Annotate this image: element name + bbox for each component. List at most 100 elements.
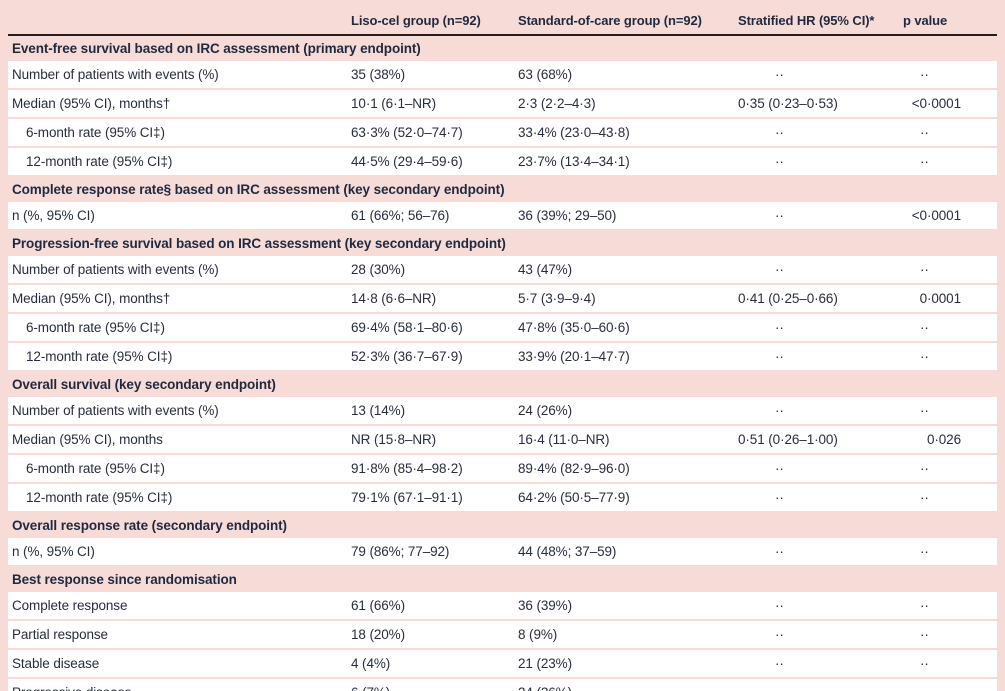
soc-cell: 21 (23%) — [515, 650, 735, 679]
row-label: Partial response — [8, 621, 348, 650]
hr-cell: ·· — [735, 314, 900, 343]
soc-cell: 63 (68%) — [515, 61, 735, 90]
table-row: Progressive disease 6 (7%) 24 (26%) ·· ·… — [8, 679, 997, 691]
table-row: Partial response 18 (20%) 8 (9%) ·· ·· — [8, 621, 997, 650]
row-label: Number of patients with events (%) — [8, 61, 348, 90]
liso-cel-cell: 91·8% (85·4–98·2) — [348, 455, 515, 484]
section-header-label: Event-free survival based on IRC assessm… — [12, 41, 421, 56]
hr-cell: ·· — [735, 119, 900, 148]
liso-cel-cell: 10·1 (6·1–NR) — [348, 90, 515, 119]
liso-cel-cell: 61 (66%) — [348, 592, 515, 621]
soc-cell: 24 (26%) — [515, 679, 735, 691]
row-label: Stable disease — [8, 650, 348, 679]
hr-cell: ·· — [735, 202, 900, 231]
soc-cell: 33·9% (20·1–47·7) — [515, 343, 735, 372]
pvalue-cell: 0·026 — [900, 426, 997, 455]
pvalue-cell: ·· — [900, 314, 997, 343]
section-header-label: Overall survival (key secondary endpoint… — [12, 377, 276, 392]
section-header-label: Overall response rate (secondary endpoin… — [12, 518, 287, 533]
pvalue-cell: ·· — [900, 148, 997, 177]
column-header-p-value: p value — [900, 6, 997, 36]
table-row: Number of patients with events (%) 13 (1… — [8, 397, 997, 426]
table-row: Median (95% CI), months† 10·1 (6·1–NR) 2… — [8, 90, 997, 119]
liso-cel-cell: 79·1% (67·1–91·1) — [348, 484, 515, 513]
row-label: 12-month rate (95% CI‡) — [8, 148, 348, 177]
liso-cel-cell: 18 (20%) — [348, 621, 515, 650]
section-header-overall-survival: Overall survival (key secondary endpoint… — [8, 372, 997, 397]
hr-cell: ·· — [735, 256, 900, 285]
soc-cell: 89·4% (82·9–96·0) — [515, 455, 735, 484]
table-row: 12-month rate (95% CI‡) 79·1% (67·1–91·1… — [8, 484, 997, 513]
soc-cell: 33·4% (23·0–43·8) — [515, 119, 735, 148]
pvalue-cell: ·· — [900, 679, 997, 691]
row-label: Median (95% CI), months† — [8, 90, 348, 119]
pvalue-cell: ·· — [900, 538, 997, 567]
soc-cell: 44 (48%; 37–59) — [515, 538, 735, 567]
pvalue-cell: ·· — [900, 592, 997, 621]
hr-cell: ·· — [735, 679, 900, 691]
column-header-row: Liso-cel group (n=92) Standard-of-care g… — [8, 6, 997, 36]
liso-cel-cell: NR (15·8–NR) — [348, 426, 515, 455]
table-row: n (%, 95% CI) 61 (66%; 56–76) 36 (39%; 2… — [8, 202, 997, 231]
section-header-label: Complete response rate§ based on IRC ass… — [12, 182, 505, 197]
table-row: 6-month rate (95% CI‡) 91·8% (85·4–98·2)… — [8, 455, 997, 484]
liso-cel-cell: 52·3% (36·7–67·9) — [348, 343, 515, 372]
row-label: Complete response — [8, 592, 348, 621]
pvalue-cell: ·· — [900, 256, 997, 285]
soc-cell: 43 (47%) — [515, 256, 735, 285]
row-label: n (%, 95% CI) — [8, 202, 348, 231]
row-label: Median (95% CI), months† — [8, 285, 348, 314]
hr-cell: ·· — [735, 343, 900, 372]
row-label: Progressive disease — [8, 679, 348, 691]
row-label: Median (95% CI), months — [8, 426, 348, 455]
pvalue-cell: ·· — [900, 397, 997, 426]
liso-cel-cell: 69·4% (58·1–80·6) — [348, 314, 515, 343]
hr-cell: ·· — [735, 455, 900, 484]
hr-cell: ·· — [735, 148, 900, 177]
liso-cel-cell: 13 (14%) — [348, 397, 515, 426]
column-header-empty — [8, 6, 348, 36]
section-header-label: Best response since randomisation — [12, 572, 237, 587]
liso-cel-cell: 61 (66%; 56–76) — [348, 202, 515, 231]
hr-cell: ·· — [735, 484, 900, 513]
outcomes-table: Liso-cel group (n=92) Standard-of-care g… — [8, 6, 997, 691]
hr-cell: ·· — [735, 592, 900, 621]
column-header-standard-of-care: Standard-of-care group (n=92) — [515, 6, 735, 36]
table-row: n (%, 95% CI) 79 (86%; 77–92) 44 (48%; 3… — [8, 538, 997, 567]
row-label: Number of patients with events (%) — [8, 397, 348, 426]
soc-cell: 16·4 (11·0–NR) — [515, 426, 735, 455]
section-header-overall-response-rate: Overall response rate (secondary endpoin… — [8, 513, 997, 538]
liso-cel-cell: 63·3% (52·0–74·7) — [348, 119, 515, 148]
row-label: 12-month rate (95% CI‡) — [8, 343, 348, 372]
column-header-stratified-hr: Stratified HR (95% CI)* — [735, 6, 900, 36]
section-header-event-free-survival: Event-free survival based on IRC assessm… — [8, 36, 997, 61]
hr-cell: ·· — [735, 61, 900, 90]
liso-cel-cell: 35 (38%) — [348, 61, 515, 90]
table-row: 6-month rate (95% CI‡) 63·3% (52·0–74·7)… — [8, 119, 997, 148]
liso-cel-cell: 28 (30%) — [348, 256, 515, 285]
pvalue-cell: ·· — [900, 484, 997, 513]
pvalue-cell: ·· — [900, 119, 997, 148]
soc-cell: 23·7% (13·4–34·1) — [515, 148, 735, 177]
row-label: 6-month rate (95% CI‡) — [8, 314, 348, 343]
pvalue-cell: <0·0001 — [900, 90, 997, 119]
soc-cell: 36 (39%; 29–50) — [515, 202, 735, 231]
row-label: 12-month rate (95% CI‡) — [8, 484, 348, 513]
liso-cel-cell: 79 (86%; 77–92) — [348, 538, 515, 567]
soc-cell: 8 (9%) — [515, 621, 735, 650]
table-row: Complete response 61 (66%) 36 (39%) ·· ·… — [8, 592, 997, 621]
row-label: 6-month rate (95% CI‡) — [8, 119, 348, 148]
liso-cel-cell: 44·5% (29·4–59·6) — [348, 148, 515, 177]
table-row: 12-month rate (95% CI‡) 44·5% (29·4–59·6… — [8, 148, 997, 177]
section-header-progression-free-survival: Progression-free survival based on IRC a… — [8, 231, 997, 256]
hr-cell: ·· — [735, 397, 900, 426]
hr-cell: ·· — [735, 650, 900, 679]
liso-cel-cell: 4 (4%) — [348, 650, 515, 679]
table-row: Median (95% CI), months NR (15·8–NR) 16·… — [8, 426, 997, 455]
hr-cell: 0·41 (0·25–0·66) — [735, 285, 900, 314]
hr-cell: ·· — [735, 538, 900, 567]
column-header-liso-cel: Liso-cel group (n=92) — [348, 6, 515, 36]
pvalue-cell: ·· — [900, 61, 997, 90]
row-label: n (%, 95% CI) — [8, 538, 348, 567]
